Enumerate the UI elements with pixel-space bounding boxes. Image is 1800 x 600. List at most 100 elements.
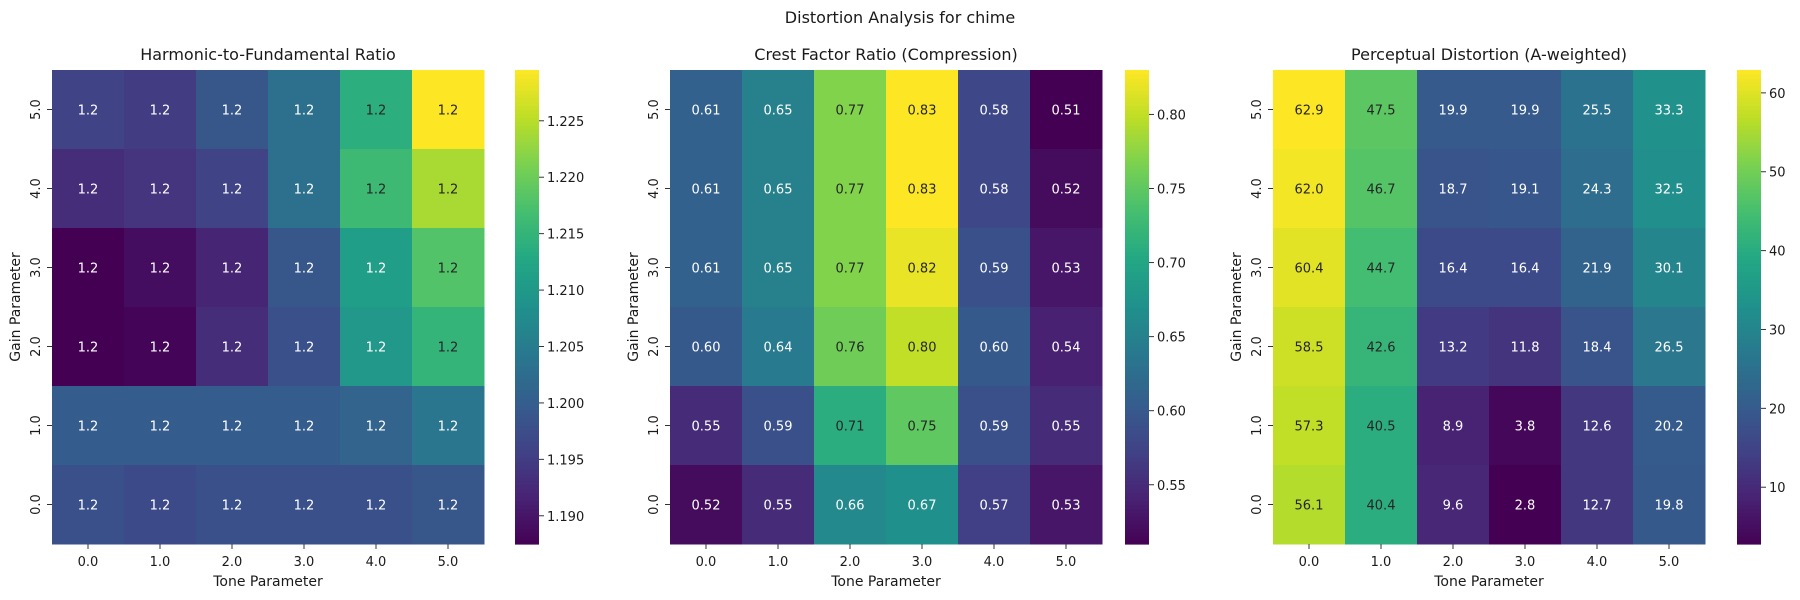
colorbar-tick-label: 50: [1769, 166, 1786, 181]
cell-value-label: 56.1: [1295, 499, 1324, 514]
colorbar-strip: [515, 496, 539, 502]
colorbar-strip: [1125, 275, 1149, 280]
colorbar-strip: [1125, 441, 1149, 446]
cell-value-label: 47.5: [1367, 104, 1396, 119]
colorbar-strip: [1125, 476, 1149, 482]
colorbar-strip: [1737, 342, 1761, 348]
colorbar-strip: [1125, 405, 1149, 411]
colorbar-tick-label: 40: [1769, 245, 1786, 260]
colorbar-strip: [1125, 492, 1149, 498]
cell-value-label: 1.2: [78, 183, 99, 198]
y-tick-label: 5.0: [647, 99, 662, 120]
colorbar-strip: [1737, 334, 1761, 340]
heatmap-cell: [1030, 465, 1103, 545]
colorbar-strip: [1737, 397, 1761, 403]
y-axis-label: Gain Parameter: [8, 252, 24, 362]
colorbar-strip: [1125, 133, 1149, 138]
heatmap-cell: [1417, 307, 1490, 387]
cell-value-label: 0.59: [764, 420, 793, 435]
colorbar-strip: [1125, 307, 1149, 312]
colorbar-strip: [1737, 303, 1761, 308]
colorbar-strip: [1125, 322, 1149, 328]
heatmap-cell: [886, 228, 959, 308]
cell-value-label: 25.5: [1583, 104, 1612, 119]
colorbar-strip: [1737, 441, 1761, 446]
colorbar-strip: [1125, 540, 1149, 545]
heatmap-cell: [124, 307, 197, 387]
colorbar-strip: [515, 516, 539, 521]
colorbar-strip: [1125, 512, 1149, 517]
colorbar-strip: [1737, 496, 1761, 502]
heatmap-cell: [124, 70, 197, 150]
cell-value-label: 1.2: [150, 262, 171, 277]
colorbar-strip: [1737, 405, 1761, 411]
colorbar-strip: [1125, 220, 1149, 225]
cell-value-label: 0.53: [1052, 499, 1081, 514]
cell-value-label: 1.2: [222, 262, 243, 277]
colorbar-strip: [515, 77, 539, 83]
cell-value-label: 19.8: [1655, 499, 1684, 514]
colorbar-strip: [1737, 314, 1761, 320]
cell-value-label: 1.2: [366, 499, 387, 514]
colorbar-strip: [1737, 378, 1761, 383]
heatmap-cell: [124, 386, 197, 466]
colorbar-strip: [1125, 184, 1149, 190]
colorbar-strip: [1737, 465, 1761, 470]
colorbar-strip: [1737, 374, 1761, 379]
colorbar-strip: [1737, 366, 1761, 371]
y-tick-label: 0.0: [29, 494, 44, 515]
colorbar-strip: [515, 393, 539, 399]
cell-value-label: 40.5: [1367, 420, 1396, 435]
colorbar-strip: [1737, 504, 1761, 510]
colorbar-strip: [515, 512, 539, 517]
colorbar-strip: [1737, 437, 1761, 442]
colorbar-strip: [515, 263, 539, 269]
colorbar-strip: [1737, 113, 1761, 118]
heatmap-cell: [1561, 70, 1634, 150]
colorbar-strip: [1737, 421, 1761, 427]
colorbar-strip: [1737, 318, 1761, 324]
colorbar-strip: [1125, 389, 1149, 395]
heatmap-cell: [412, 465, 485, 545]
colorbar-strip: [1737, 532, 1761, 537]
colorbar-strip: [515, 472, 539, 478]
heatmap-cell: [742, 228, 815, 308]
colorbar-strip: [515, 382, 539, 387]
colorbar-strip: [515, 401, 539, 407]
colorbar-tick-label: 1.205: [547, 341, 584, 356]
colorbar-strip: [515, 445, 539, 450]
cell-value-label: 2.8: [1515, 499, 1536, 514]
colorbar-strip: [515, 441, 539, 446]
panel-title: Perceptual Distortion (A-weighted): [1351, 45, 1627, 64]
colorbar-strip: [515, 259, 539, 265]
colorbar-strip: [515, 437, 539, 442]
colorbar-strip: [1125, 295, 1149, 300]
heatmap-cell: [742, 465, 815, 545]
colorbar-strip: [1737, 520, 1761, 525]
cell-value-label: 44.7: [1367, 262, 1396, 277]
heatmap-cell: [52, 386, 125, 466]
colorbar-strip: [1737, 152, 1761, 158]
colorbar-strip: [1125, 484, 1149, 490]
cell-value-label: 0.59: [980, 420, 1009, 435]
colorbar-strip: [1125, 212, 1149, 217]
colorbar-strip: [515, 105, 539, 111]
cell-value-label: 0.76: [836, 341, 865, 356]
colorbar-strip: [515, 405, 539, 411]
colorbar-strip: [1737, 299, 1761, 304]
y-tick-label: 5.0: [1250, 99, 1265, 120]
colorbar-strip: [1125, 117, 1149, 122]
heatmap-cell: [670, 307, 743, 387]
cell-value-label: 60.4: [1295, 262, 1324, 277]
heatmap-cell: [1345, 70, 1418, 150]
colorbar-strip: [1737, 445, 1761, 450]
x-tick-label: 0.0: [696, 555, 717, 570]
cell-value-label: 0.83: [908, 183, 937, 198]
cell-value-label: 1.2: [150, 341, 171, 356]
cell-value-label: 1.2: [294, 420, 315, 435]
cell-value-label: 0.60: [980, 341, 1009, 356]
colorbar-strip: [1737, 524, 1761, 529]
heatmap-cell: [412, 228, 485, 308]
colorbar-strip: [515, 101, 539, 107]
colorbar-strip: [1125, 303, 1149, 308]
